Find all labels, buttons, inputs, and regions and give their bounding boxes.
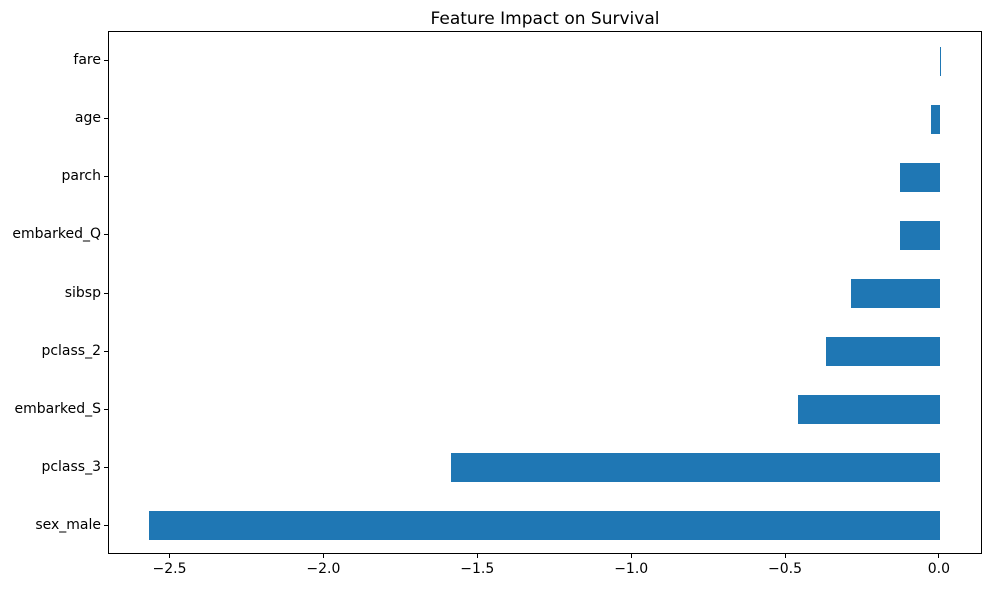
y-tick-mark bbox=[104, 350, 108, 352]
y-tick-mark bbox=[104, 60, 108, 62]
bar-pclass_3 bbox=[450, 453, 940, 483]
y-tick-mark bbox=[104, 408, 108, 410]
x-tick-label: −0.5 bbox=[768, 561, 802, 577]
x-tick-mark bbox=[938, 554, 940, 558]
y-tick-mark bbox=[104, 234, 108, 236]
x-tick-mark bbox=[322, 554, 324, 558]
x-tick-label: −1.0 bbox=[614, 561, 649, 577]
y-tick-label-embarked_Q: embarked_Q bbox=[12, 226, 101, 243]
y-tick-mark bbox=[104, 292, 108, 294]
y-tick-mark bbox=[104, 524, 108, 526]
y-tick-label-pclass_3: pclass_3 bbox=[41, 458, 101, 475]
bar-sibsp bbox=[850, 279, 940, 308]
x-tick-mark bbox=[630, 554, 632, 558]
bar-embarked_S bbox=[798, 395, 940, 425]
x-tick-mark bbox=[169, 554, 170, 558]
y-tick-mark bbox=[104, 118, 108, 120]
bar-embarked_Q bbox=[899, 220, 940, 250]
y-tick-label-sibsp: sibsp bbox=[64, 284, 101, 301]
y-tick-label-pclass_2: pclass_2 bbox=[41, 342, 101, 359]
y-tick-mark bbox=[104, 176, 108, 178]
x-tick-label: −2.0 bbox=[306, 561, 341, 577]
y-tick-label-embarked_S: embarked_S bbox=[14, 400, 101, 417]
y-tick-label-sex_male: sex_male bbox=[35, 516, 101, 533]
bar-age bbox=[930, 104, 940, 134]
bar-parch bbox=[899, 162, 940, 192]
x-tick-mark bbox=[784, 554, 786, 558]
x-tick-label: −1.5 bbox=[460, 561, 495, 577]
x-tick-mark bbox=[476, 554, 478, 558]
chart-title: Feature Impact on Survival bbox=[430, 9, 660, 29]
x-tick-label: 0.0 bbox=[927, 561, 951, 577]
y-tick-label-age: age bbox=[74, 110, 101, 127]
y-tick-label-parch: parch bbox=[61, 168, 101, 185]
bar-sex_male bbox=[149, 511, 940, 541]
plot-area bbox=[108, 31, 982, 554]
bar-pclass_2 bbox=[826, 337, 940, 367]
bar-fare bbox=[939, 46, 941, 76]
y-tick-mark bbox=[104, 466, 108, 468]
y-tick-label-fare: fare bbox=[73, 52, 101, 69]
x-tick-label: −2.5 bbox=[152, 561, 187, 577]
